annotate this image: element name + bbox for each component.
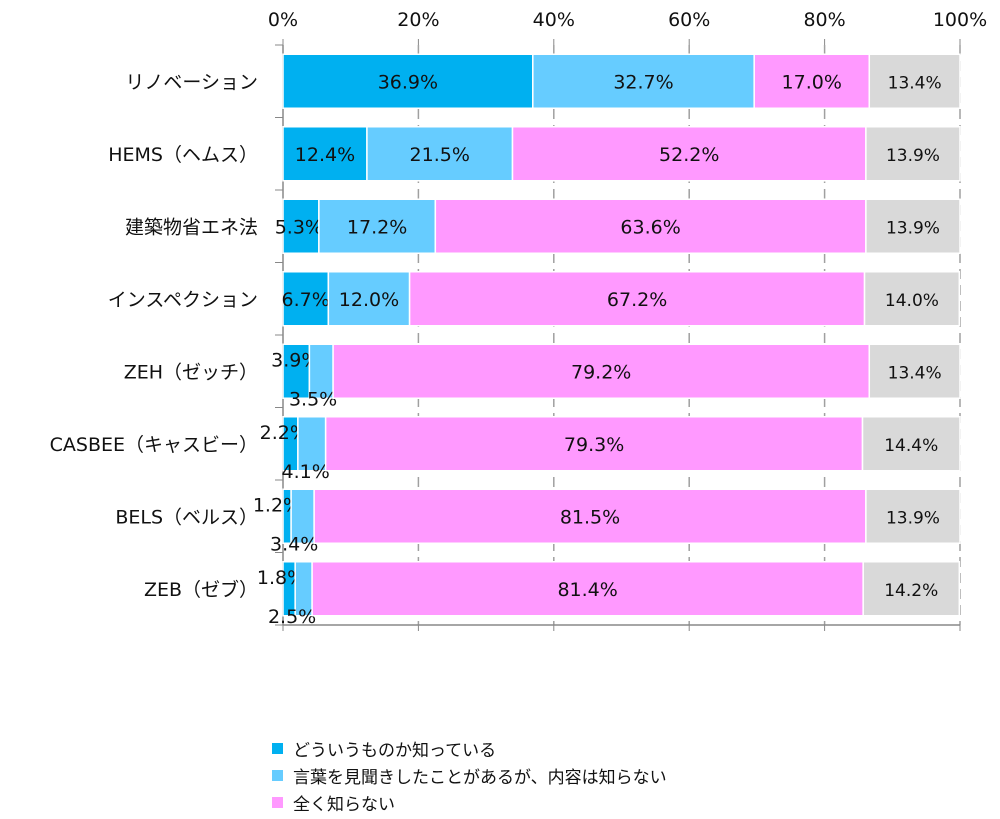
data-label: 5.3%	[275, 216, 323, 238]
legend-label: 全く知らない	[293, 795, 395, 815]
data-label: 13.4%	[888, 73, 942, 93]
bar-segment	[862, 561, 961, 617]
data-label: 4.1%	[282, 461, 330, 483]
x-tick-label: 20%	[397, 9, 439, 31]
data-label: 6.7%	[282, 289, 330, 311]
legend: どういうものか知っている 言葉を見聞きしたことがあるが、内容は知らない 全く知ら…	[272, 735, 667, 816]
legend-swatch	[272, 770, 283, 781]
bar-segment	[282, 343, 311, 399]
data-label: 12.0%	[339, 289, 399, 311]
bar-segment	[311, 561, 864, 617]
bar-segment	[318, 198, 437, 254]
bar-segment	[408, 271, 866, 327]
category-label: CASBEE（キャスビー）	[50, 434, 258, 456]
data-label: 81.5%	[560, 506, 620, 528]
data-label: 63.6%	[620, 216, 680, 238]
data-label: 36.9%	[378, 71, 438, 93]
bar-segment	[868, 343, 961, 399]
category-label: ZEB（ゼブ）	[144, 578, 258, 601]
data-label: 14.0%	[885, 291, 939, 311]
data-label: 13.4%	[888, 363, 942, 383]
data-label: 2.5%	[268, 606, 316, 628]
bar-segment	[282, 198, 320, 254]
data-label: 13.9%	[886, 146, 940, 166]
bar-segment	[865, 198, 961, 254]
data-label: 1.2%	[253, 494, 301, 516]
bar-segment	[332, 343, 871, 399]
category-label: ZEH（ゼッチ）	[124, 361, 258, 383]
bar-segment	[434, 198, 867, 254]
data-label: 13.9%	[886, 508, 940, 528]
data-label: 13.9%	[886, 218, 940, 238]
bar-segment	[753, 53, 871, 109]
data-label: 79.3%	[564, 434, 624, 456]
category-label: 建築物省エネ法	[125, 216, 258, 238]
x-tick-label: 100%	[933, 9, 987, 31]
legend-item-unknown: 全く知らない	[272, 789, 667, 816]
data-label: 2.2%	[260, 422, 308, 444]
legend-label: 言葉を見聞きしたことがあるが、内容は知らない	[293, 768, 667, 788]
bar-segment	[282, 126, 368, 182]
data-label: 17.0%	[782, 71, 842, 93]
category-label: HEMS（ヘムス）	[108, 144, 258, 166]
data-label: 14.2%	[884, 581, 938, 601]
bar-segment	[366, 126, 514, 182]
legend-item-heard: 言葉を見聞きしたことがあるが、内容は知らない	[272, 762, 667, 789]
category-label: リノベーション	[125, 71, 258, 93]
legend-label: どういうものか知っている	[293, 741, 497, 761]
data-label: 52.2%	[659, 144, 719, 166]
bar-segment	[327, 271, 411, 327]
category-label: BELS（ベルス）	[115, 506, 258, 528]
data-label: 32.7%	[613, 71, 673, 93]
x-tick-label: 0%	[268, 9, 298, 31]
x-tick-label: 60%	[668, 9, 710, 31]
bar-segment	[865, 126, 961, 182]
data-label: 21.5%	[410, 144, 470, 166]
bar-segment	[861, 416, 961, 472]
data-label: 67.2%	[607, 289, 667, 311]
bar-segment	[511, 126, 867, 182]
bar-segment	[865, 488, 961, 544]
x-tick-label: 80%	[803, 9, 845, 31]
bar-segment	[313, 488, 867, 544]
x-tick-label: 40%	[533, 9, 575, 31]
data-label: 81.4%	[557, 579, 617, 601]
category-label: インスペクション	[108, 289, 258, 311]
bar-segment	[863, 271, 961, 327]
data-label: 17.2%	[347, 216, 407, 238]
data-label: 14.4%	[884, 436, 938, 456]
legend-item-know: どういうものか知っている	[272, 735, 667, 762]
legend-swatch	[272, 797, 283, 808]
data-label: 79.2%	[571, 361, 631, 383]
bar-segment	[324, 416, 864, 472]
bar-segment	[868, 53, 961, 109]
data-label: 3.5%	[289, 388, 337, 410]
data-label: 3.4%	[270, 533, 318, 555]
data-label: 3.9%	[271, 349, 319, 371]
data-label: 12.4%	[295, 144, 355, 166]
bar-segment	[282, 53, 534, 109]
data-label: 1.8%	[257, 567, 305, 589]
legend-swatch	[272, 743, 283, 754]
bar-segment	[532, 53, 755, 109]
